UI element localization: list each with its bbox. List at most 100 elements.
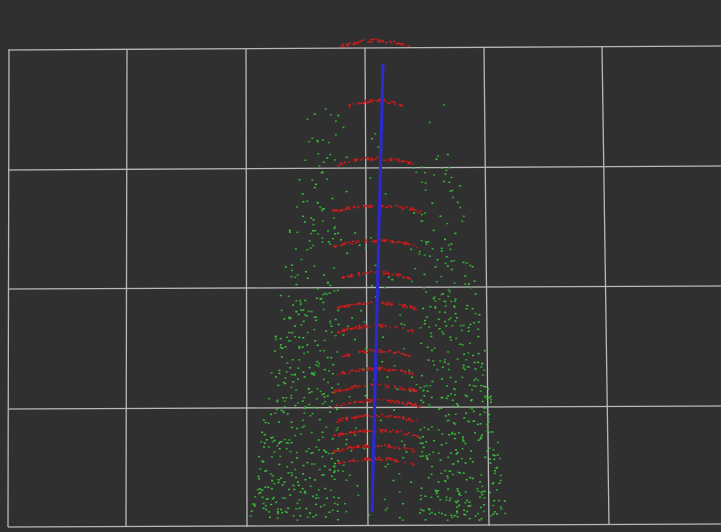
red-point	[356, 303, 358, 305]
green-point	[489, 492, 491, 494]
green-point	[262, 461, 264, 463]
green-point	[428, 454, 430, 456]
green-point	[500, 506, 502, 508]
green-point	[333, 466, 335, 468]
red-point	[406, 403, 408, 405]
green-point	[327, 382, 329, 384]
green-point	[262, 497, 264, 499]
green-point	[333, 228, 335, 230]
green-point	[493, 454, 495, 456]
red-point	[394, 385, 396, 387]
green-point	[461, 220, 463, 222]
green-point	[330, 357, 332, 359]
green-point	[449, 336, 451, 338]
green-point	[408, 370, 410, 372]
red-point	[388, 368, 390, 370]
green-point	[453, 260, 455, 262]
red-point	[336, 405, 338, 407]
green-point	[385, 466, 387, 468]
red-point	[404, 462, 406, 464]
green-point	[500, 475, 502, 477]
green-point	[393, 480, 395, 482]
green-point	[289, 230, 291, 232]
green-point	[455, 313, 457, 315]
red-point	[384, 416, 386, 418]
green-point	[302, 400, 304, 402]
green-point	[321, 172, 323, 174]
green-point	[466, 511, 468, 513]
red-point	[409, 389, 411, 391]
red-point	[356, 42, 358, 44]
green-point	[331, 326, 333, 328]
green-point	[357, 495, 359, 497]
green-point	[294, 469, 296, 471]
red-point	[340, 462, 342, 464]
green-point	[286, 466, 288, 468]
green-point	[355, 427, 357, 429]
green-point	[323, 350, 325, 352]
red-point	[367, 399, 369, 401]
red-point	[357, 104, 359, 106]
red-point	[382, 325, 384, 327]
green-point	[342, 334, 344, 336]
green-point	[460, 325, 462, 327]
red-point	[408, 419, 410, 421]
green-point	[478, 353, 480, 355]
red-point	[367, 159, 369, 161]
green-point	[456, 453, 458, 455]
red-point	[370, 301, 372, 303]
green-point	[463, 510, 465, 512]
green-point	[465, 359, 467, 361]
green-point	[312, 516, 314, 518]
green-point	[413, 212, 415, 214]
green-point	[448, 434, 450, 436]
green-point	[302, 420, 304, 422]
green-point	[317, 345, 319, 347]
green-point	[284, 406, 286, 408]
green-point	[337, 504, 339, 506]
red-point	[416, 247, 418, 249]
green-point	[322, 139, 324, 141]
green-point	[419, 512, 421, 514]
red-point	[414, 404, 416, 406]
green-point	[480, 423, 482, 425]
green-point	[434, 513, 436, 515]
green-point	[433, 364, 435, 366]
green-point	[413, 167, 415, 169]
red-point	[410, 463, 412, 465]
green-point	[428, 359, 430, 361]
green-point	[272, 475, 274, 477]
green-point	[424, 254, 426, 256]
red-point	[367, 349, 369, 351]
red-point	[366, 459, 368, 461]
green-point	[302, 372, 304, 374]
green-point	[430, 406, 432, 408]
green-point	[346, 253, 348, 255]
red-point	[344, 162, 346, 164]
green-point	[479, 497, 481, 499]
green-point	[454, 433, 456, 435]
green-point	[421, 487, 423, 489]
green-point	[469, 343, 471, 345]
red-point	[351, 304, 353, 306]
green-point	[481, 494, 483, 496]
green-point	[419, 387, 421, 389]
green-point	[316, 408, 318, 410]
red-point	[340, 210, 342, 212]
green-point	[477, 362, 479, 364]
red-point	[383, 272, 385, 274]
green-point	[276, 409, 278, 411]
red-point	[389, 241, 391, 243]
green-point	[451, 325, 453, 327]
green-point	[304, 376, 306, 378]
green-point	[411, 281, 413, 283]
green-point	[263, 446, 265, 448]
red-point	[335, 450, 337, 452]
red-point	[380, 460, 382, 462]
green-point	[445, 499, 447, 501]
red-point	[370, 159, 372, 161]
red-point	[358, 385, 360, 387]
green-point	[371, 285, 373, 287]
green-point	[275, 339, 277, 341]
green-point	[319, 298, 321, 300]
